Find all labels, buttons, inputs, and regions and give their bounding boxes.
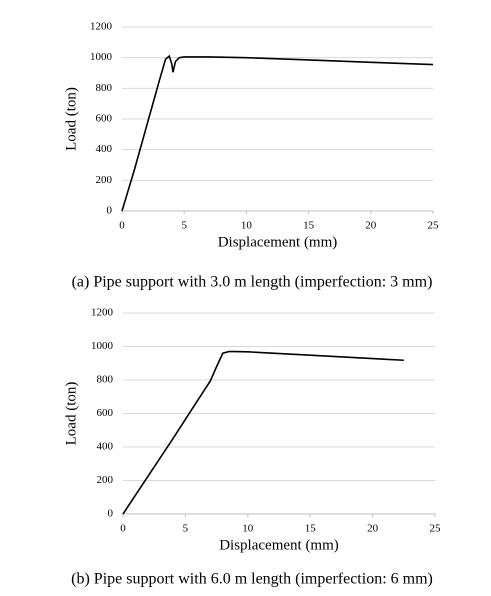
x-tick-label: 0 bbox=[119, 220, 125, 232]
x-tick-label: 15 bbox=[305, 523, 317, 535]
x-tick-label: 15 bbox=[303, 220, 315, 232]
caption: (b) Pipe support with 6.0 m length (impe… bbox=[71, 571, 433, 588]
y-tick-label: 1200 bbox=[91, 307, 114, 319]
y-tick-label: 600 bbox=[96, 113, 113, 125]
x-axis-title: Displacement (mm) bbox=[219, 537, 339, 553]
caption: (a) Pipe support with 3.0 m length (impe… bbox=[72, 274, 433, 291]
x-tick-label: 10 bbox=[241, 220, 253, 232]
x-axis-title: Displacement (mm) bbox=[218, 234, 338, 250]
x-tick-label: 5 bbox=[183, 523, 189, 535]
y-tick-label: 400 bbox=[96, 143, 113, 155]
data-line bbox=[122, 350, 404, 515]
x-tick-label: 10 bbox=[242, 523, 254, 535]
x-tick-label: 25 bbox=[428, 220, 440, 232]
y-tick-label: 400 bbox=[97, 441, 114, 453]
y-tick-label: 800 bbox=[96, 82, 113, 94]
x-tick-label: 0 bbox=[120, 523, 126, 535]
x-tick-label: 20 bbox=[365, 220, 377, 232]
y-tick-label: 1000 bbox=[90, 51, 113, 63]
y-tick-label: 1200 bbox=[90, 21, 113, 33]
data-line bbox=[121, 54, 434, 212]
y-axis-title: Load (ton) bbox=[63, 87, 79, 151]
x-tick-label: 5 bbox=[181, 220, 187, 232]
y-tick-label: 800 bbox=[97, 374, 114, 386]
y-tick-label: 200 bbox=[97, 474, 114, 486]
y-tick-label: 600 bbox=[97, 407, 114, 419]
y-tick-label: 0 bbox=[108, 508, 114, 520]
x-tick-label: 25 bbox=[430, 523, 442, 535]
y-axis-title: Load (ton) bbox=[63, 382, 79, 446]
y-tick-label: 200 bbox=[96, 174, 113, 186]
x-tick-label: 20 bbox=[367, 523, 379, 535]
y-tick-label: 0 bbox=[107, 205, 113, 217]
y-tick-label: 1000 bbox=[91, 340, 114, 352]
